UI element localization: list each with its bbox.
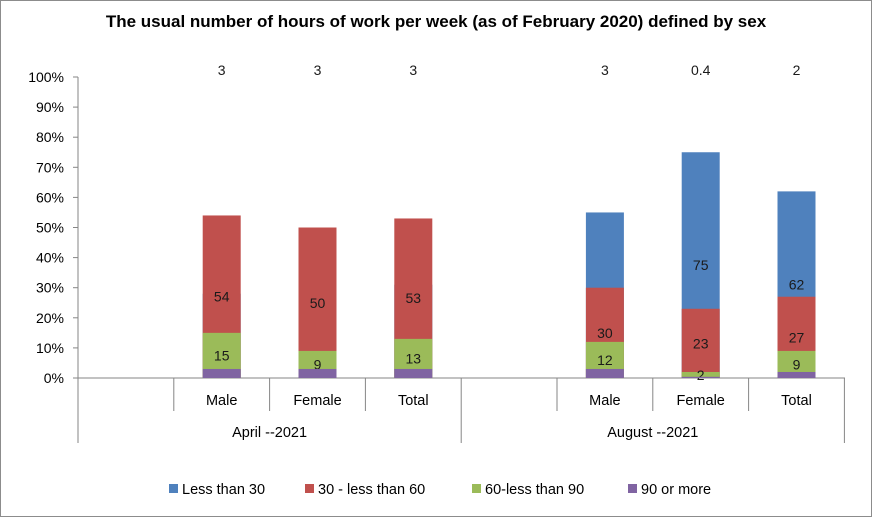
bar-stack: 75 23 2 0.4 — [681, 62, 720, 383]
data-label: 3 — [409, 62, 417, 78]
y-tick-label: 0% — [44, 370, 64, 386]
data-label: 3 — [314, 62, 322, 78]
x-category-label: Total — [398, 393, 429, 409]
y-tick-label: 60% — [36, 189, 64, 205]
legend-swatch — [628, 484, 637, 493]
data-label: 27 — [789, 329, 805, 345]
legend-item: 90 or more — [628, 482, 711, 498]
x-group-label: April --2021 — [232, 425, 307, 441]
bar-segment — [681, 376, 720, 378]
bar-segment — [394, 368, 433, 378]
y-tick-label: 40% — [36, 250, 64, 266]
data-label: 75 — [693, 257, 709, 273]
data-label: 12 — [597, 352, 613, 368]
data-label: 15 — [214, 347, 230, 363]
y-tick-label: 100% — [28, 69, 64, 85]
data-label: 3 — [601, 62, 609, 78]
bar-segment — [681, 371, 720, 378]
data-label: 30 — [597, 325, 613, 341]
legend-swatch — [169, 484, 178, 493]
legend-item: 60-less than 90 — [472, 482, 584, 498]
data-label: 9 — [793, 356, 801, 372]
y-tick-label: 90% — [36, 99, 64, 115]
bar-stack: 395093 — [298, 62, 337, 378]
x-category-label: Female — [293, 393, 341, 409]
x-category-label: Total — [781, 393, 812, 409]
x-category-label: Female — [677, 393, 725, 409]
y-tick-label: 10% — [36, 340, 64, 356]
data-label: 13 — [406, 350, 422, 366]
data-label: 2 — [697, 367, 705, 383]
y-tick-label: 30% — [36, 280, 64, 296]
legend-label: 90 or more — [641, 482, 711, 498]
bar-segment — [298, 368, 337, 378]
bar-segment — [585, 368, 624, 378]
x-category-label: Male — [206, 393, 237, 409]
legend-label: 30 - less than 60 — [318, 482, 425, 498]
legend-label: 60-less than 90 — [485, 482, 584, 498]
chart-title: The usual number of hours of work per we… — [106, 12, 767, 31]
data-label: 2 — [793, 62, 801, 78]
bar-segment — [681, 308, 720, 378]
data-label: 53 — [406, 290, 422, 306]
bar-stack: 3153133 — [394, 62, 433, 378]
legend: Less than 30 30 - less than 60 60-less tha… — [169, 482, 711, 498]
data-label: 9 — [314, 356, 322, 372]
plot-area: 0%10%20%30%40%50%60%70%80%90%100%2854153… — [28, 62, 845, 443]
x-category-label: Male — [589, 393, 620, 409]
data-label: 23 — [693, 335, 709, 351]
y-tick-label: 70% — [36, 159, 64, 175]
y-tick-label: 50% — [36, 220, 64, 236]
bar-stack: 62 27 9 2 — [777, 62, 816, 378]
data-label: 3 — [218, 62, 226, 78]
legend-item: 30 - less than 60 — [305, 482, 425, 498]
legend-label: Less than 30 — [182, 482, 265, 498]
y-tick-label: 20% — [36, 310, 64, 326]
bar-stack: 5530123 — [585, 62, 624, 378]
y-tick-label: 80% — [36, 129, 64, 145]
legend-item: Less than 30 — [169, 482, 265, 498]
data-label: 50 — [310, 295, 326, 311]
legend-swatch — [305, 484, 314, 493]
data-label: 62 — [789, 277, 805, 293]
data-label: 54 — [214, 289, 230, 305]
bar-segment — [777, 371, 816, 378]
data-label: 0.4 — [691, 62, 711, 78]
x-group-label: August --2021 — [607, 425, 698, 441]
bar-segment — [202, 368, 241, 378]
bar-stack: 2854153 — [202, 62, 241, 378]
legend-swatch — [472, 484, 481, 493]
